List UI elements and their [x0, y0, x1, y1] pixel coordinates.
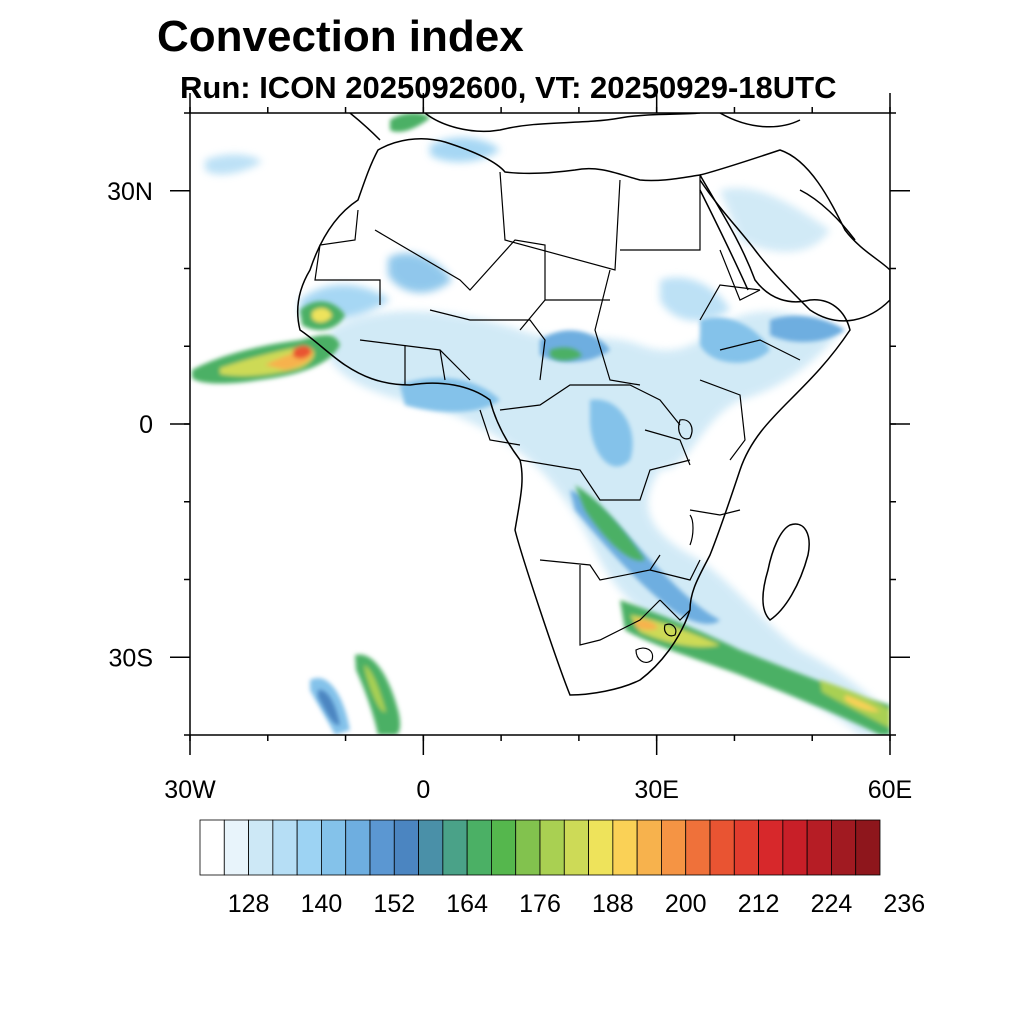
chart-subtitle: Run: ICON 2025092600, VT: 20250929-18UTC: [180, 70, 837, 105]
colorbar-label: 188: [592, 890, 634, 918]
colorbar-swatch: [782, 819, 808, 876]
colorbar-swatch: [272, 819, 298, 876]
colorbar-swatch: [831, 819, 857, 876]
convection-field: [192, 113, 890, 735]
colorbar-swatch: [418, 819, 444, 876]
colorbar-swatch: [491, 819, 517, 876]
colorbar-swatch: [806, 819, 832, 876]
colorbar-swatch: [539, 819, 565, 876]
field-patch: [770, 315, 845, 342]
persian-gulf: [799, 189, 856, 241]
lake-malawi: [689, 514, 694, 546]
field-patch: [293, 345, 312, 359]
colorbar-swatch: [661, 819, 687, 876]
colorbar-swatch: [758, 819, 784, 876]
x-tick-label: 30E: [634, 776, 678, 804]
border: [719, 339, 801, 361]
field-patch: [845, 695, 880, 712]
field-patch: [318, 689, 340, 726]
axis-labels: 30W 0 30E 60E 30N 0 30S: [107, 178, 912, 804]
arabia-coastline: [699, 149, 890, 322]
field-patch: [550, 347, 582, 361]
colorbar-swatch: [466, 819, 492, 876]
europe-coastline: [349, 113, 801, 141]
border: [499, 171, 621, 271]
x-tick-label: 30W: [164, 776, 216, 804]
colorbar-swatch: [223, 819, 249, 876]
colorbar-swatch: [296, 819, 322, 876]
colorbar-swatch: [612, 819, 638, 876]
colorbar-label: 224: [811, 890, 853, 918]
field-patch: [660, 277, 730, 321]
eswatini: [663, 623, 677, 637]
colorbar-swatch: [369, 819, 395, 876]
lake-victoria: [678, 419, 693, 440]
lesotho: [635, 647, 654, 663]
colorbar-swatch: [855, 819, 881, 876]
colorbar-label: 164: [446, 890, 488, 918]
colorbar-swatch: [515, 819, 541, 876]
border: [314, 209, 381, 305]
y-tick-label: 30S: [109, 644, 153, 672]
colorbar-swatch: [248, 819, 274, 876]
field-patch: [635, 619, 658, 631]
y-tick-label: 30N: [107, 178, 153, 206]
field-patch: [575, 485, 645, 561]
field-patch: [720, 188, 830, 252]
field-patch: [700, 317, 770, 363]
colorbar-label: 200: [665, 890, 707, 918]
border: [689, 509, 741, 516]
field-patch: [400, 377, 500, 412]
field-patch: [388, 253, 452, 293]
field-patch: [205, 154, 262, 175]
border: [499, 384, 681, 426]
colorbar-swatch: [588, 819, 614, 876]
field-patch: [312, 308, 332, 323]
border: [539, 554, 661, 581]
colorbar-label: 176: [519, 890, 561, 918]
colorbar-swatch: [709, 819, 735, 876]
field-patch: [364, 665, 386, 713]
chart-title: Convection index: [157, 12, 524, 61]
border: [699, 379, 746, 461]
colorbar-swatch: [199, 819, 225, 876]
border: [359, 339, 471, 381]
colorbar-swatch: [685, 819, 711, 876]
colorbar-swatch: [345, 819, 371, 876]
border: [479, 409, 521, 446]
colorbar-label: 212: [738, 890, 780, 918]
border: [649, 559, 701, 581]
border: [620, 175, 701, 251]
colorbar-label: 140: [301, 890, 343, 918]
field-patch: [390, 113, 430, 132]
border: [644, 429, 691, 466]
colorbar-label: 152: [373, 890, 415, 918]
x-tick-label: 60E: [868, 776, 912, 804]
colorbar-swatch: [321, 819, 347, 876]
colorbar-label: 236: [883, 890, 925, 918]
colorbar-label: 128: [228, 890, 270, 918]
border: [579, 565, 661, 646]
field-patch: [590, 399, 633, 467]
border: [429, 309, 546, 381]
colorbar-swatch: [563, 819, 589, 876]
colorbar-swatch: [733, 819, 759, 876]
country-borders: [314, 171, 801, 663]
x-tick-label: 0: [416, 776, 430, 804]
border: [439, 349, 446, 381]
red-sea: [699, 189, 749, 291]
colorbar-swatch: [442, 819, 468, 876]
madagascar-coastline: [762, 523, 810, 621]
border: [519, 459, 691, 501]
axis-ticks: [170, 93, 910, 755]
border: [699, 284, 761, 321]
colorbar-swatch: [393, 819, 419, 876]
y-tick-label: 0: [139, 411, 153, 439]
colorbar: 128 140 152 164 176 188 200 212 224 236: [199, 819, 925, 918]
border: [719, 249, 761, 301]
border: [659, 599, 691, 621]
colorbar-swatch: [636, 819, 662, 876]
